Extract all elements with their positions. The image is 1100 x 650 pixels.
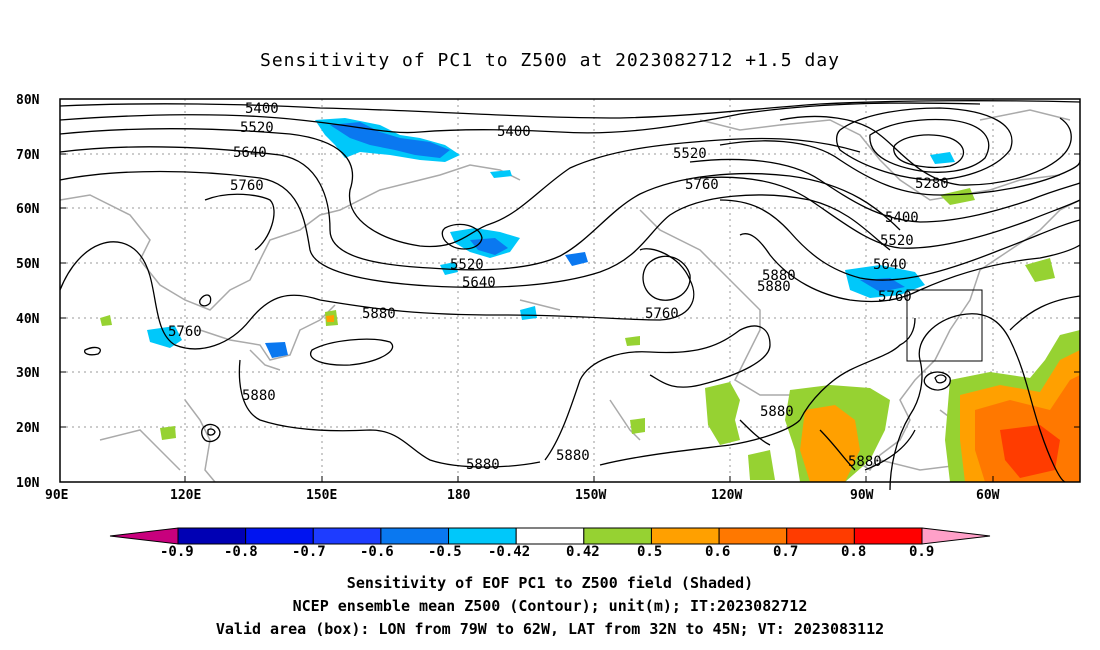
lon-label: 180 bbox=[447, 488, 471, 503]
contour-label: 5760 bbox=[685, 177, 719, 193]
colorbar-segment bbox=[786, 527, 855, 545]
colorbar-segment bbox=[245, 527, 314, 545]
contour-label: 5880 bbox=[760, 404, 794, 420]
lon-labels: 90E 120E 150E 180 150W 120W 90W 60W bbox=[45, 488, 1000, 503]
colorbar-segment bbox=[650, 527, 720, 545]
colorbar-segment bbox=[177, 527, 247, 545]
contour-label: 5760 bbox=[168, 324, 202, 340]
lat-label: 30N bbox=[16, 366, 40, 381]
contour-label: 5880 bbox=[556, 448, 590, 464]
caption-contour: NCEP ensemble mean Z500 (Contour); unit(… bbox=[292, 597, 808, 615]
lat-labels: 80N 70N 60N 50N 40N 30N 20N 10N bbox=[16, 93, 40, 491]
tick-marks bbox=[60, 98, 1080, 482]
colorbar-segment bbox=[109, 527, 179, 545]
contour-label: 5520 bbox=[880, 233, 914, 249]
colorbar-tick: 0.9 bbox=[909, 544, 934, 560]
colorbar-tick: -0.9 bbox=[160, 544, 194, 560]
lon-label: 120W bbox=[711, 488, 742, 503]
lat-label: 20N bbox=[16, 421, 40, 436]
lat-label: 40N bbox=[16, 312, 40, 327]
map-title: Sensitivity of PC1 to Z500 at 2023082712… bbox=[259, 50, 840, 71]
colorbar-tick: -0.7 bbox=[292, 544, 326, 560]
lat-label: 60N bbox=[16, 202, 40, 217]
contour-label: 5640 bbox=[462, 275, 496, 291]
colorbar-segment bbox=[515, 527, 585, 545]
colorbar-segment bbox=[448, 527, 517, 545]
contour-label: 5520 bbox=[673, 146, 707, 162]
lon-label: 60W bbox=[976, 488, 1000, 503]
contour-label: 5640 bbox=[233, 145, 267, 161]
contour-label: 5880 bbox=[848, 454, 882, 470]
lat-label: 80N bbox=[16, 93, 40, 108]
contour-labels: 5400 5520 5640 5760 5400 5520 5760 5280 … bbox=[168, 101, 949, 473]
caption-shaded: Sensitivity of EOF PC1 to Z500 field (Sh… bbox=[346, 574, 754, 592]
lon-label: 150W bbox=[575, 488, 606, 503]
lat-label: 70N bbox=[16, 148, 40, 163]
colorbar-segment bbox=[921, 527, 991, 545]
contour-label: 5640 bbox=[873, 257, 907, 273]
contour-label: 5880 bbox=[362, 306, 396, 322]
colorbar-tick: -0.8 bbox=[224, 544, 258, 560]
z500-contours bbox=[59, 100, 1081, 491]
contour-label: 5880 bbox=[242, 388, 276, 404]
colorbar-tick: 0.5 bbox=[637, 544, 662, 560]
lat-label: 50N bbox=[16, 257, 40, 272]
colorbar-tick: 0.42 bbox=[566, 544, 600, 560]
contour-label: 5880 bbox=[762, 268, 796, 284]
contour-label: 5880 bbox=[466, 457, 500, 473]
contour-label: 5520 bbox=[450, 257, 484, 273]
lon-label: 90W bbox=[850, 488, 874, 503]
contour-label: 5760 bbox=[878, 289, 912, 305]
map-frame bbox=[59, 98, 1081, 483]
colorbar-segment bbox=[312, 527, 382, 545]
contour-label: 5400 bbox=[885, 210, 919, 226]
lat-label: 10N bbox=[16, 476, 40, 491]
colorbar-tick: -0.42 bbox=[488, 544, 530, 560]
colorbar-ticks: -0.9 -0.8 -0.7 -0.6 -0.5 -0.42 0.42 0.5 … bbox=[160, 544, 934, 560]
colorbar-segment bbox=[380, 527, 450, 545]
valid-area-box bbox=[906, 289, 983, 362]
contour-label: 5760 bbox=[645, 306, 679, 322]
contour-label: 5880 bbox=[757, 279, 791, 295]
colorbar-tick: 0.7 bbox=[773, 544, 798, 560]
contour-label: 5400 bbox=[245, 101, 279, 117]
caption-valid-area: Valid area (box): LON from 79W to 62W, L… bbox=[215, 620, 885, 638]
lon-label: 90E bbox=[45, 488, 68, 503]
lon-label: 150E bbox=[306, 488, 337, 503]
colorbar bbox=[109, 527, 991, 545]
colorbar-segment bbox=[583, 527, 652, 545]
colorbar-tick: -0.6 bbox=[360, 544, 394, 560]
colorbar-tick: -0.5 bbox=[428, 544, 462, 560]
colorbar-tick: 0.6 bbox=[705, 544, 730, 560]
colorbar-segment bbox=[718, 527, 788, 545]
shaded-regions bbox=[100, 118, 1080, 482]
contour-label: 5400 bbox=[497, 124, 531, 140]
colorbar-segment bbox=[853, 527, 923, 545]
colorbar-tick: 0.8 bbox=[841, 544, 866, 560]
lon-label: 120E bbox=[170, 488, 201, 503]
contour-label: 5520 bbox=[240, 120, 274, 136]
contour-label: 5280 bbox=[915, 176, 949, 192]
contour-label: 5760 bbox=[230, 178, 264, 194]
